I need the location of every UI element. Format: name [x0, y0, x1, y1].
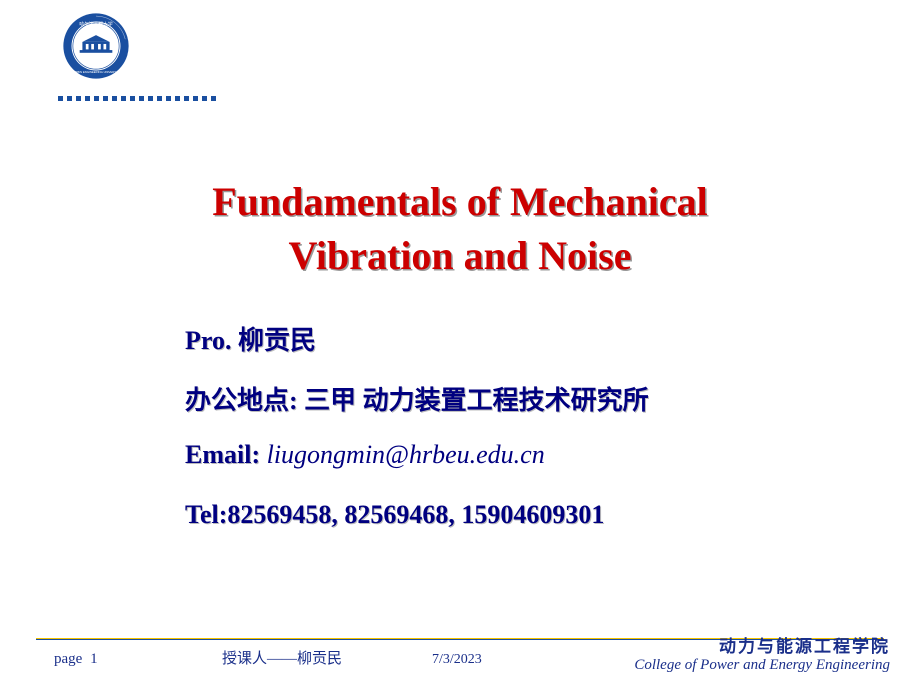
university-logo: 哈尔滨工程大学 HARBIN ENGINEERING UNIVERSITY — [62, 12, 130, 80]
title-line1: Fundamentals of Mechanical — [212, 179, 708, 224]
svg-text:HARBIN ENGINEERING UNIVERSITY: HARBIN ENGINEERING UNIVERSITY — [71, 70, 120, 74]
professor-line: Pro. 柳贡民 — [185, 320, 316, 357]
date-text: 7/3/2023 — [432, 652, 482, 668]
office-line: 办公地点: 三甲 动力装置工程技术研究所 — [185, 380, 649, 417]
page-number: 1 — [90, 651, 98, 667]
page-indicator: page 1 — [54, 651, 98, 668]
email-line: Email: liugongmin@hrbeu.edu.cn — [185, 440, 545, 470]
college-block: 动力与能源工程学院 College of Power and Energy En… — [634, 637, 890, 674]
slide-title: Fundamentals of Mechanical Vibration and… — [0, 175, 920, 283]
footer: page 1 授课人——柳贡民 7/3/2023 动力与能源工程学院 Colle… — [0, 642, 920, 676]
lecturer-text: 授课人——柳贡民 — [222, 647, 342, 668]
page-label-text: page — [54, 651, 82, 667]
college-name-cn: 动力与能源工程学院 — [634, 637, 890, 657]
tel-line: Tel:82569458, 82569468, 15904609301 — [185, 500, 604, 530]
title-line2: Vibration and Noise — [288, 233, 631, 278]
email-label: Email: — [185, 440, 267, 469]
decorative-dashes — [58, 96, 218, 100]
college-name-en: College of Power and Energy Engineering — [634, 657, 890, 674]
email-address: liugongmin@hrbeu.edu.cn — [267, 440, 545, 469]
